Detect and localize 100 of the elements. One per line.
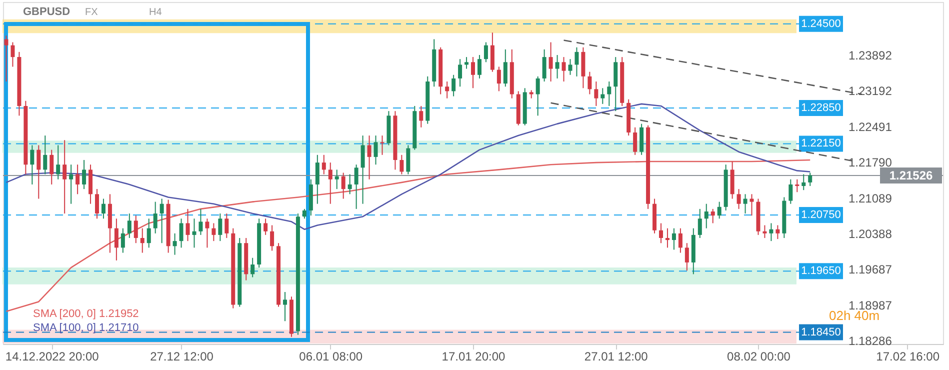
candlestick <box>264 218 268 236</box>
x-tick-label: 27.01 12:00 <box>584 350 648 364</box>
candlestick <box>698 208 702 238</box>
candlestick <box>172 232 177 256</box>
candlestick <box>4 35 8 82</box>
candlestick <box>568 58 572 76</box>
candlestick <box>536 76 540 116</box>
candlestick <box>562 56 566 82</box>
candlestick <box>186 208 190 242</box>
ref-line-label: 1.19650 <box>801 265 841 278</box>
y-tick-label: 1.22491 <box>848 120 892 134</box>
x-tick-label: 17.01 20:00 <box>442 350 506 364</box>
candlestick <box>594 81 598 106</box>
candlestick <box>270 224 274 252</box>
candlestick <box>736 188 741 210</box>
candlestick <box>484 42 488 63</box>
candlestick <box>600 88 605 104</box>
candlestick <box>684 242 689 272</box>
candlestick <box>140 228 144 254</box>
candlestick <box>120 228 125 254</box>
annotation: H4 <box>149 7 162 18</box>
candlestick <box>633 126 638 156</box>
y-tick-label: 1.21089 <box>848 191 892 206</box>
candlestick <box>218 213 222 242</box>
candlestick <box>160 198 164 244</box>
candlestick <box>496 66 501 92</box>
candlestick <box>56 144 60 180</box>
candlestick <box>212 222 216 242</box>
candlestick <box>348 174 352 195</box>
ref-line-label: 1.21526 <box>889 168 934 182</box>
candlestick <box>548 42 553 82</box>
ref-line-label: 1.18450 <box>801 326 841 338</box>
candlestick <box>808 172 812 186</box>
candlestick <box>607 81 612 106</box>
candlestick <box>354 164 358 210</box>
candlestick <box>146 218 151 248</box>
ref-line-label: 1.22850 <box>801 102 841 114</box>
candlestick <box>315 154 320 204</box>
ref-line-label: 1.24500 <box>801 18 841 30</box>
candlestick <box>134 215 138 244</box>
candlestick <box>302 208 306 220</box>
candlestick <box>367 135 372 180</box>
candlestick <box>445 81 450 99</box>
candlestick <box>477 54 482 79</box>
candlestick <box>542 48 546 82</box>
candlestick <box>192 218 196 248</box>
candlestick <box>672 228 676 250</box>
candlestick <box>406 144 410 175</box>
candlestick <box>30 144 34 185</box>
x-tick-label: 06.01 08:00 <box>299 350 363 364</box>
candlestick <box>588 71 592 95</box>
candlestick <box>717 201 722 220</box>
candlestick <box>224 213 229 238</box>
y-tick-label: 1.21790 <box>848 156 892 170</box>
candlestick <box>360 135 365 204</box>
candlestick <box>762 224 767 238</box>
series-label: SMA [200, 0] 1.21952 <box>33 308 139 320</box>
candlestick <box>710 208 715 224</box>
candlestick <box>452 74 456 97</box>
candlestick <box>750 194 754 216</box>
annotation: 02h 40m <box>829 308 880 323</box>
candlestick <box>10 42 15 68</box>
annotation: FX <box>85 7 98 18</box>
candlestick <box>400 154 404 175</box>
chart-title: GBPUSD <box>23 6 70 18</box>
y-tick-label: 1.23892 <box>848 48 892 62</box>
candlestick <box>419 105 424 128</box>
candlestick <box>776 224 780 240</box>
candlestick <box>50 149 54 185</box>
candlestick <box>95 188 99 220</box>
candlestick <box>283 292 287 322</box>
candlestick <box>250 257 255 278</box>
candlestick <box>76 164 80 195</box>
candlestick <box>69 164 74 204</box>
candlestick <box>341 172 346 200</box>
candlestick <box>82 160 86 190</box>
candlestick <box>62 140 67 214</box>
candlestick <box>659 222 663 244</box>
x-tick-label: 17.02 16:00 <box>876 350 940 364</box>
x-tick-label: 14.12.2022 20:00 <box>5 350 100 364</box>
candlestick <box>743 194 748 214</box>
y-tick-label: 1.18286 <box>848 334 892 348</box>
candlestick <box>101 198 106 220</box>
ref-line-label: 1.22150 <box>801 138 841 150</box>
text: SMA [100, 0] 1.21710 <box>33 322 139 334</box>
candlestick <box>198 208 203 236</box>
candlestick <box>464 56 469 70</box>
candlestick <box>205 218 210 248</box>
candlestick <box>328 162 332 204</box>
candlestick <box>769 222 774 242</box>
candlestick <box>471 56 475 89</box>
candlestick <box>127 213 132 238</box>
candlestick <box>704 203 708 229</box>
candlestick <box>334 169 339 190</box>
candlestick <box>555 54 560 79</box>
candlestick <box>179 218 184 248</box>
x-tick-label: 27.12 12:00 <box>150 350 214 364</box>
candlestick <box>458 58 462 88</box>
candlestick <box>153 201 158 234</box>
candlestick <box>36 144 41 200</box>
